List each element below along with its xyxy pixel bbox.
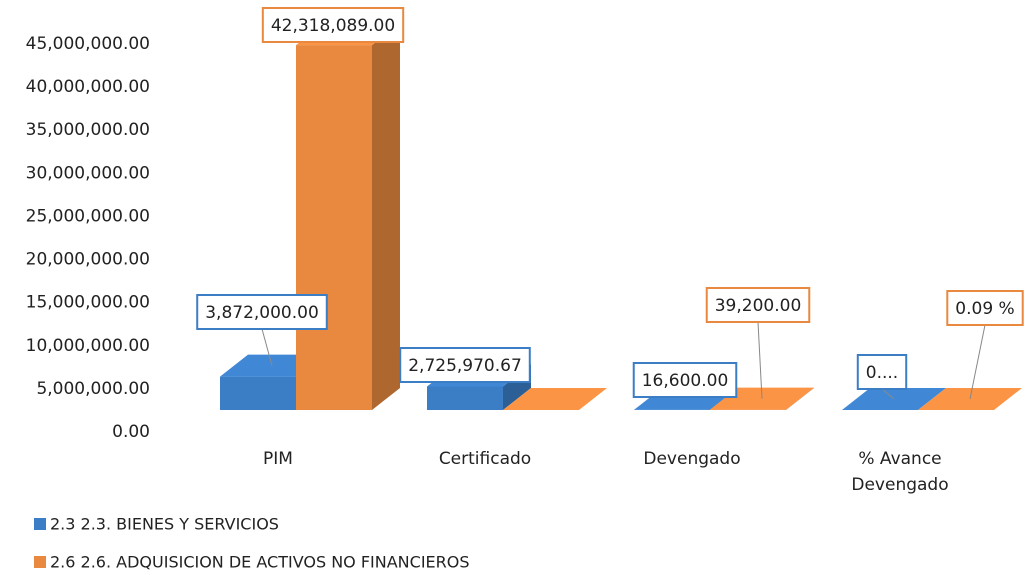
bar-side	[372, 23, 400, 411]
y-tick-label: 20,000,000.00	[26, 250, 150, 270]
label-box	[632, 362, 738, 398]
y-tick-label: 30,000,000.00	[26, 163, 150, 183]
data-label: 3,872,000.00	[205, 303, 319, 323]
data-label: 42,318,089.00	[271, 16, 395, 36]
leader-line	[969, 324, 986, 400]
x-tick-label: % Avance Devengado	[851, 449, 949, 495]
data-label: 0.09 %	[955, 299, 1014, 319]
legend-swatch	[34, 556, 46, 568]
bar	[503, 388, 607, 410]
label-box	[399, 347, 531, 383]
bar-side	[786, 387, 814, 410]
leader-line	[757, 321, 763, 399]
data-label: 16,600.00	[642, 371, 729, 391]
bar	[296, 23, 400, 411]
data-label: 0....	[866, 363, 898, 383]
legend-label: 2.6 2.6. ADQUISICION DE ACTIVOS NO FINAN…	[50, 553, 470, 572]
bar-front	[220, 376, 296, 410]
label-box	[261, 7, 405, 43]
y-tick-label: 40,000,000.00	[26, 77, 150, 97]
x-tick-label: PIM	[263, 449, 293, 469]
label-box	[946, 290, 1024, 326]
y-tick-label: 45,000,000.00	[26, 34, 150, 54]
label-box	[196, 294, 328, 330]
y-tick-label: 0.00	[112, 422, 150, 442]
bar-top	[503, 388, 607, 410]
y-tick-label: 35,000,000.00	[26, 120, 150, 140]
leader-line	[881, 388, 895, 400]
y-tick-label: 10,000,000.00	[26, 336, 150, 356]
legend-label: 2.3 2.3. BIENES Y SERVICIOS	[50, 515, 279, 534]
data-label: 2,725,970.67	[408, 356, 522, 376]
leader-line	[261, 328, 273, 366]
x-tick-label: Devengado	[643, 449, 741, 469]
data-label: 39,200.00	[715, 296, 802, 316]
legend-swatch	[34, 518, 46, 530]
y-tick-label: 5,000,000.00	[36, 379, 150, 399]
label-box	[856, 354, 908, 390]
label-box	[705, 287, 811, 323]
bar-front	[427, 386, 503, 410]
x-tick-label: Certificado	[438, 449, 532, 469]
y-tick-label: 15,000,000.00	[26, 293, 150, 313]
y-tick-label: 25,000,000.00	[26, 206, 150, 226]
bar-front	[296, 45, 372, 411]
